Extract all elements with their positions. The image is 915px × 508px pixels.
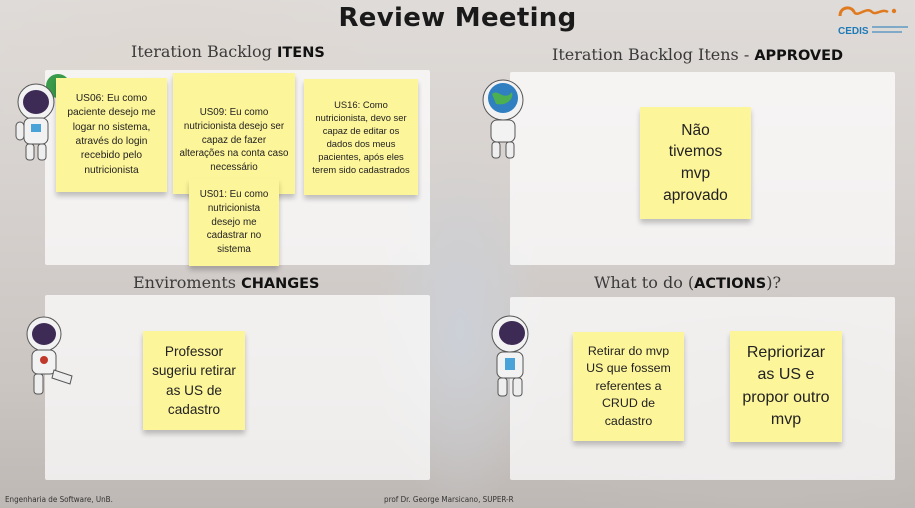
sticky-note-us06: US06: Eu como paciente desejo me logar n… bbox=[56, 78, 167, 192]
section-title-actions: What to do (ACTIONS)? bbox=[594, 273, 782, 292]
sticky-note-us09: US09: Eu como nutricionista desejo ser c… bbox=[173, 73, 295, 194]
logo-text: CEDIS bbox=[838, 26, 869, 37]
section-title-changes: Enviroments CHANGES bbox=[133, 273, 320, 292]
sticky-note-change: Professor sugeriu retirar as US de cadas… bbox=[143, 331, 245, 430]
sticky-note-us01: US01: Eu como nutricionista desejo me ca… bbox=[189, 179, 279, 266]
sticky-note-action-2: Repriorizar as US e propor outro mvp bbox=[730, 331, 842, 442]
footer-left: Engenharia de Software, UnB. bbox=[5, 495, 113, 504]
astronaut-standing-icon bbox=[491, 315, 529, 397]
footer-center: prof Dr. George Marsicano, SUPER-R bbox=[384, 495, 514, 504]
sticky-note-us16: US16: Como nutricionista, devo ser capaz… bbox=[304, 79, 418, 195]
astronaut-globe-icon bbox=[482, 79, 524, 159]
section-title-approved: Iteration Backlog Itens - APPROVED bbox=[552, 45, 844, 64]
cedis-logo: CEDIS bbox=[838, 6, 908, 37]
astronaut-sitting-icon bbox=[26, 316, 73, 395]
section-title-backlog: Iteration Backlog ITENS bbox=[131, 42, 325, 61]
sticky-note-approved: Não tivemos mvp aprovado bbox=[640, 107, 751, 219]
sticky-note-action-1: Retirar do mvp US que fossem referentes … bbox=[573, 332, 684, 441]
page-title: Review Meeting bbox=[338, 3, 577, 33]
